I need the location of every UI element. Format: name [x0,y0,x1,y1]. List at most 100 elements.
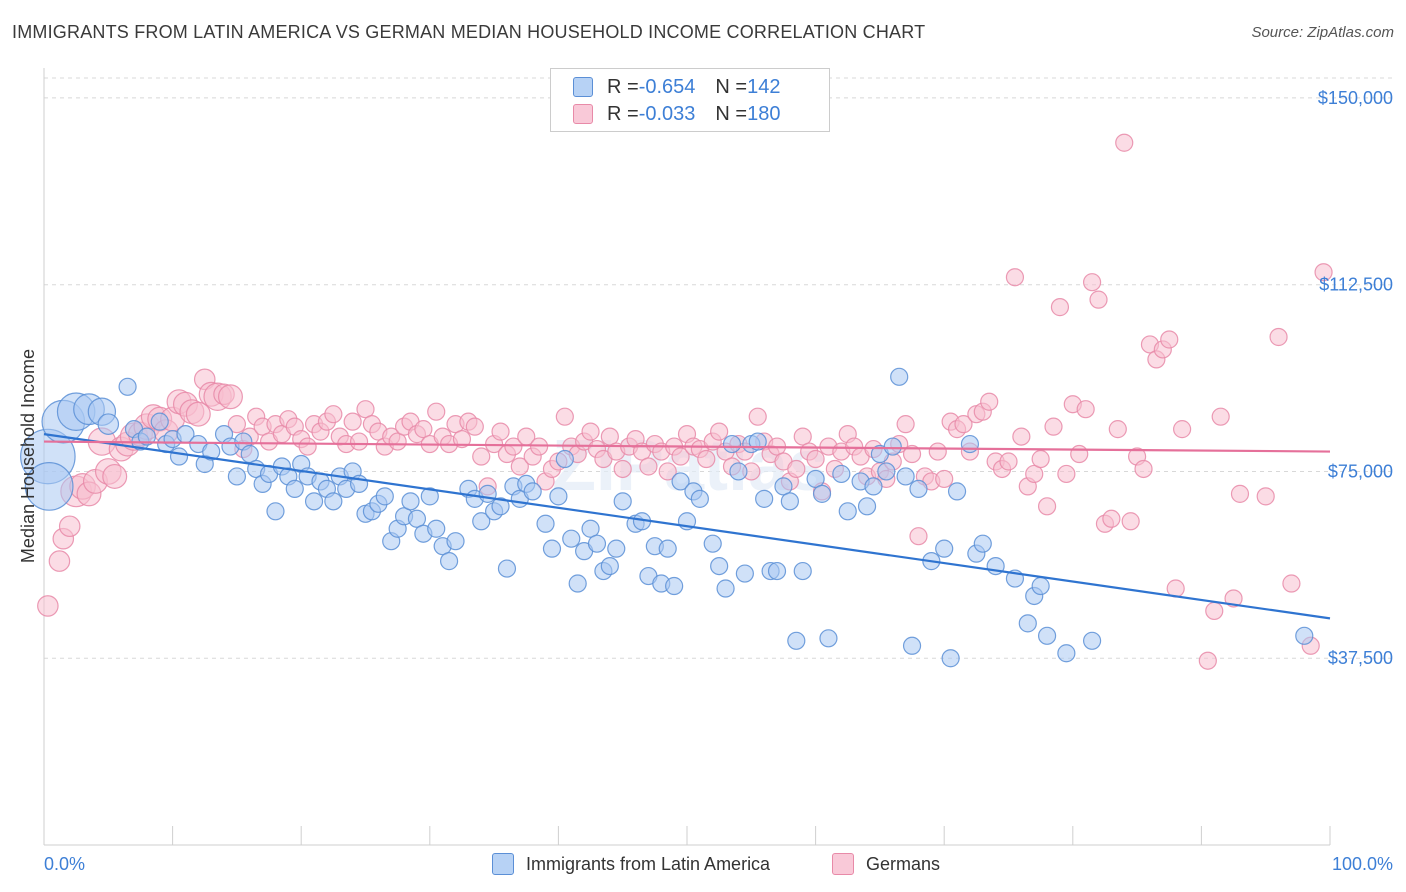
germans-point [1025,464,1044,484]
germans-point [581,422,600,441]
latin-america-point [812,484,832,503]
latin-america-point [960,434,980,454]
latin-america-point [973,534,992,553]
germans-point [639,457,658,476]
latin-america-point [857,497,877,516]
latin-america-point [324,492,343,511]
germans-point [671,447,690,466]
bottom-legend-swatch-pink [832,853,854,875]
latin-america-point [427,519,446,538]
germans-point [1031,449,1050,469]
germans-point [1282,574,1301,593]
latin-america-point [587,534,607,553]
x-tick-label: 100.0% [1332,854,1393,874]
germans-point [324,405,343,424]
latin-america-point [118,377,137,396]
y-tick-label: $75,000 [1328,461,1393,481]
germans-point [356,400,375,419]
germans-point [1160,330,1179,349]
germans-point [58,515,81,538]
germans-point [1102,509,1121,528]
germans-point [1012,427,1031,446]
latin-america-point [613,492,632,511]
bottom-legend-label: Germans [866,853,941,874]
legend-row-latin-america: R = -0.654 N = 142 [573,74,780,100]
y-axis-label: Median Household Income [18,349,38,563]
germans-point [1037,497,1057,516]
latin-america-point [607,539,626,558]
legend-n-value: 142 [747,75,781,98]
latin-america-point [722,434,742,454]
germans-point [427,402,446,421]
latin-america-point [536,514,555,533]
correlation-legend: R = -0.654 N = 142 R = -0.033 N = 180 [550,68,830,132]
germans-point [491,422,510,441]
germans-point [1089,290,1108,309]
latin-america-point [902,636,922,655]
latin-america-point [941,649,960,668]
latin-america-point [562,529,581,548]
latin-america-point [710,556,729,576]
latin-america-point [1057,644,1076,663]
germans-point [227,415,246,434]
y-tick-label: $112,500 [1319,275,1393,295]
germans-point [658,462,677,481]
latin-america-point [665,576,684,596]
latin-america-point [703,534,722,553]
latin-america-point [748,432,767,451]
germans-point [298,437,317,456]
latin-america-point [947,482,967,501]
germans-point [48,550,71,572]
legend-r-label: R = [607,75,639,98]
germans-point [472,447,491,466]
bottom-legend-latin-america: Immigrants from Latin America [492,852,770,876]
latin-america-point [935,539,954,558]
germans-point [1050,298,1070,317]
germans-point [1173,420,1192,439]
germans-point [388,432,407,451]
source-label: Source: ZipAtlas.com [1251,24,1394,41]
germans-point [909,527,928,546]
latin-america-point [523,482,542,501]
latin-america-point [266,502,285,521]
germans-point [510,457,529,476]
latin-america-point [832,464,851,484]
latin-america-point [1018,614,1037,633]
germans-points [37,133,1333,670]
germans-point [1269,327,1288,347]
legend-n-label: N = [715,75,748,98]
germans-point [1082,273,1102,292]
latin-america-point [767,561,787,581]
chart-title: IMMIGRANTS FROM LATIN AMERICA VS GERMAN … [12,22,926,42]
latin-america-point [285,479,304,498]
latin-america-point [555,449,574,469]
germans-point [980,392,999,411]
latin-america-point [1295,626,1314,645]
latin-america-point [542,539,562,558]
latin-america-point [1037,626,1057,645]
germans-point [1224,589,1243,608]
latin-america-point [890,367,909,386]
germans-point [806,449,825,469]
legend-r-label: R = [607,102,639,125]
bottom-legend-label: Immigrants from Latin America [526,853,771,874]
latin-america-point [401,492,420,511]
germans-point [452,429,472,449]
germans-point [1314,263,1333,282]
germans-point [697,449,716,469]
latin-america-point [729,462,748,481]
germans-point [1121,512,1140,531]
trend-lines [43,433,1331,620]
latin-america-point [478,484,497,503]
legend-swatch-blue [573,77,593,97]
germans-point [902,444,922,464]
legend-r-value: -0.654 [638,75,696,98]
germans-point [555,407,574,426]
germans-point [1057,464,1076,484]
germans-point [793,427,812,446]
germans-point [217,384,243,410]
legend-swatch-pink [573,104,593,124]
germans-point [185,401,211,427]
latin-america-point [549,487,568,506]
legend-n-value: 180 [747,102,781,125]
